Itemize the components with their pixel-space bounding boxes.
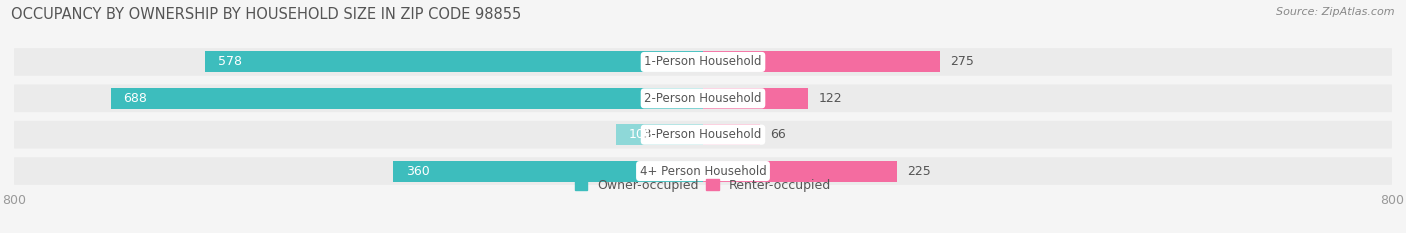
Text: 122: 122 — [818, 92, 842, 105]
Bar — [703, 161, 897, 182]
Text: 225: 225 — [907, 164, 931, 178]
Text: 1-Person Household: 1-Person Household — [644, 55, 762, 69]
Text: 2-Person Household: 2-Person Household — [644, 92, 762, 105]
FancyBboxPatch shape — [14, 157, 1392, 185]
Text: OCCUPANCY BY OWNERSHIP BY HOUSEHOLD SIZE IN ZIP CODE 98855: OCCUPANCY BY OWNERSHIP BY HOUSEHOLD SIZE… — [11, 7, 522, 22]
Bar — [205, 51, 703, 72]
Text: 101: 101 — [628, 128, 652, 141]
Text: Source: ZipAtlas.com: Source: ZipAtlas.com — [1277, 7, 1395, 17]
Bar — [392, 161, 703, 182]
Text: 360: 360 — [406, 164, 430, 178]
FancyBboxPatch shape — [14, 48, 1392, 76]
Bar — [703, 124, 759, 145]
Text: 688: 688 — [124, 92, 148, 105]
Text: 578: 578 — [218, 55, 242, 69]
Text: 3-Person Household: 3-Person Household — [644, 128, 762, 141]
Bar — [111, 88, 703, 109]
Bar — [703, 51, 939, 72]
FancyBboxPatch shape — [14, 121, 1392, 148]
Bar — [616, 124, 703, 145]
Text: 275: 275 — [950, 55, 974, 69]
Bar — [703, 88, 808, 109]
Text: 66: 66 — [770, 128, 786, 141]
Text: 4+ Person Household: 4+ Person Household — [640, 164, 766, 178]
FancyBboxPatch shape — [14, 85, 1392, 112]
Legend: Owner-occupied, Renter-occupied: Owner-occupied, Renter-occupied — [569, 174, 837, 197]
